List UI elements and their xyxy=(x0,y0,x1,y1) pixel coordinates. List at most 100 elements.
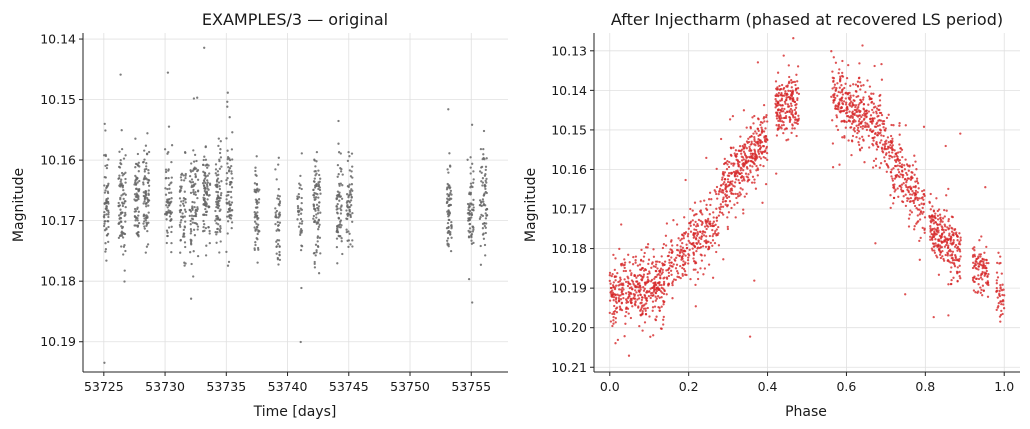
data-point xyxy=(651,291,654,295)
data-point xyxy=(921,189,924,193)
data-point xyxy=(900,148,904,151)
data-point xyxy=(780,124,784,127)
data-point xyxy=(662,277,665,280)
data-point xyxy=(124,154,127,157)
data-point xyxy=(228,116,231,119)
data-point xyxy=(312,203,315,206)
data-point xyxy=(687,262,690,265)
data-point xyxy=(759,157,763,160)
data-point xyxy=(316,235,320,238)
data-point xyxy=(838,101,841,104)
data-point xyxy=(215,185,219,188)
data-point xyxy=(337,217,341,220)
data-point xyxy=(660,283,663,287)
data-point xyxy=(774,98,777,101)
data-point xyxy=(189,297,193,300)
data-point xyxy=(761,121,764,124)
data-point xyxy=(844,97,847,100)
data-point xyxy=(192,192,196,196)
data-point xyxy=(957,242,961,245)
data-point xyxy=(142,181,145,184)
data-point xyxy=(138,179,141,183)
data-point xyxy=(480,213,483,217)
data-point xyxy=(756,117,760,120)
data-point xyxy=(698,236,701,239)
data-point xyxy=(121,184,124,187)
data-point xyxy=(313,207,316,210)
data-point xyxy=(692,241,695,245)
data-point xyxy=(639,268,643,271)
data-point xyxy=(206,185,209,188)
data-point xyxy=(255,182,259,186)
data-point xyxy=(142,202,145,205)
data-point xyxy=(194,175,197,179)
data-point xyxy=(118,150,121,153)
data-point xyxy=(887,141,890,144)
data-point xyxy=(901,200,905,204)
data-point xyxy=(103,184,106,187)
data-point xyxy=(338,191,341,194)
data-point xyxy=(871,118,874,122)
data-point xyxy=(687,239,690,243)
data-point xyxy=(275,229,278,232)
data-point xyxy=(218,251,221,254)
data-point xyxy=(918,258,921,261)
data-point xyxy=(702,273,705,276)
data-point xyxy=(642,289,646,292)
data-point xyxy=(183,215,186,218)
data-point xyxy=(668,261,671,264)
data-point xyxy=(617,280,620,284)
data-point xyxy=(933,249,936,252)
data-point xyxy=(787,89,790,92)
data-point xyxy=(163,148,167,151)
data-point xyxy=(649,335,652,338)
data-point xyxy=(254,190,257,193)
data-point xyxy=(870,92,873,95)
data-point xyxy=(838,163,841,166)
data-point xyxy=(944,240,947,243)
data-point xyxy=(481,184,484,187)
data-point xyxy=(146,178,149,181)
data-point xyxy=(625,299,628,302)
data-point xyxy=(627,282,630,285)
data-point xyxy=(975,260,978,263)
data-point xyxy=(979,255,982,258)
data-point xyxy=(838,86,841,89)
data-point xyxy=(144,218,148,222)
data-point xyxy=(656,267,659,270)
data-point xyxy=(611,324,614,328)
data-point xyxy=(230,226,233,230)
data-point xyxy=(447,218,450,222)
data-point xyxy=(753,181,756,184)
data-point xyxy=(996,276,1000,279)
data-point xyxy=(297,225,301,228)
data-point xyxy=(216,194,220,197)
data-point xyxy=(847,115,850,118)
data-point xyxy=(226,100,229,103)
data-point xyxy=(649,296,652,300)
data-point xyxy=(627,253,630,256)
data-point xyxy=(898,175,901,179)
data-point xyxy=(313,266,317,269)
data-point xyxy=(642,304,645,307)
data-point xyxy=(638,284,642,287)
data-point xyxy=(862,84,865,87)
data-point xyxy=(859,110,862,113)
data-point xyxy=(658,283,661,287)
data-point xyxy=(765,114,768,117)
data-point xyxy=(958,275,961,278)
data-point xyxy=(208,229,211,233)
data-point xyxy=(275,245,278,249)
data-point xyxy=(972,276,976,279)
data-point xyxy=(194,211,197,214)
data-point xyxy=(844,82,847,85)
data-point xyxy=(857,120,861,123)
data-point xyxy=(629,292,633,295)
data-point xyxy=(136,152,140,156)
data-point xyxy=(123,243,126,247)
data-point xyxy=(317,209,320,212)
data-point xyxy=(315,213,318,216)
data-point xyxy=(347,196,350,199)
data-point xyxy=(147,192,150,195)
data-point xyxy=(900,163,904,166)
